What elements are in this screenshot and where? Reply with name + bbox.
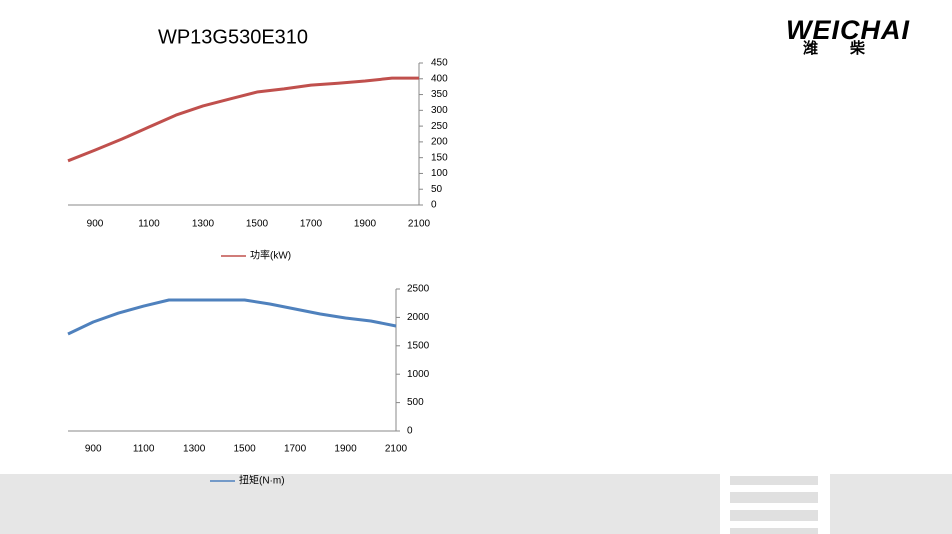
x-tick-label: 1300 — [183, 444, 206, 455]
footer-bar — [730, 510, 818, 521]
y-tick-label: 400 — [431, 73, 448, 84]
x-tick-label: 1700 — [284, 444, 307, 455]
logo-cn: 潍柴 — [803, 39, 897, 57]
y-tick-label: 250 — [431, 121, 448, 132]
x-tick-label: 1100 — [133, 444, 155, 455]
line-series — [67, 76, 419, 163]
chart-title: WP13G530E310 — [158, 26, 308, 48]
y-tick-label: 150 — [431, 152, 448, 163]
footer-bar — [730, 528, 818, 534]
legend-label: 扭矩(N·m) — [239, 474, 285, 487]
line-series — [67, 298, 397, 336]
y-tick-label: 100 — [431, 168, 448, 179]
y-tick-label: 300 — [431, 105, 448, 116]
legend-label: 功率(kW) — [250, 249, 291, 262]
x-tick-label: 1700 — [300, 219, 323, 230]
y-tick-label: 0 — [431, 200, 437, 211]
x-tick-label: 900 — [85, 444, 102, 455]
x-tick-label: 900 — [87, 219, 104, 230]
y-tick-label: 2500 — [407, 284, 430, 295]
x-tick-label: 2100 — [385, 444, 408, 455]
y-tick-label: 0 — [407, 426, 413, 437]
y-tick-label: 1500 — [407, 340, 430, 351]
y-tick-label: 1000 — [407, 369, 430, 380]
x-tick-label: 1500 — [233, 444, 256, 455]
x-tick-label: 1500 — [246, 219, 269, 230]
y-tick-label: 50 — [431, 184, 443, 195]
y-tick-label: 2000 — [407, 312, 430, 323]
x-tick-label: 1300 — [192, 219, 215, 230]
footer-bar — [730, 476, 818, 485]
logo: WEICHAI — [786, 15, 910, 45]
y-tick-label: 200 — [431, 137, 448, 148]
x-tick-label: 1900 — [334, 444, 357, 455]
x-tick-label: 1100 — [138, 219, 160, 230]
y-tick-label: 500 — [407, 397, 424, 408]
y-tick-label: 450 — [431, 58, 448, 69]
y-tick-label: 350 — [431, 89, 448, 100]
footer-bar — [730, 492, 818, 503]
x-tick-label: 1900 — [354, 219, 377, 230]
x-tick-label: 2100 — [408, 219, 431, 230]
